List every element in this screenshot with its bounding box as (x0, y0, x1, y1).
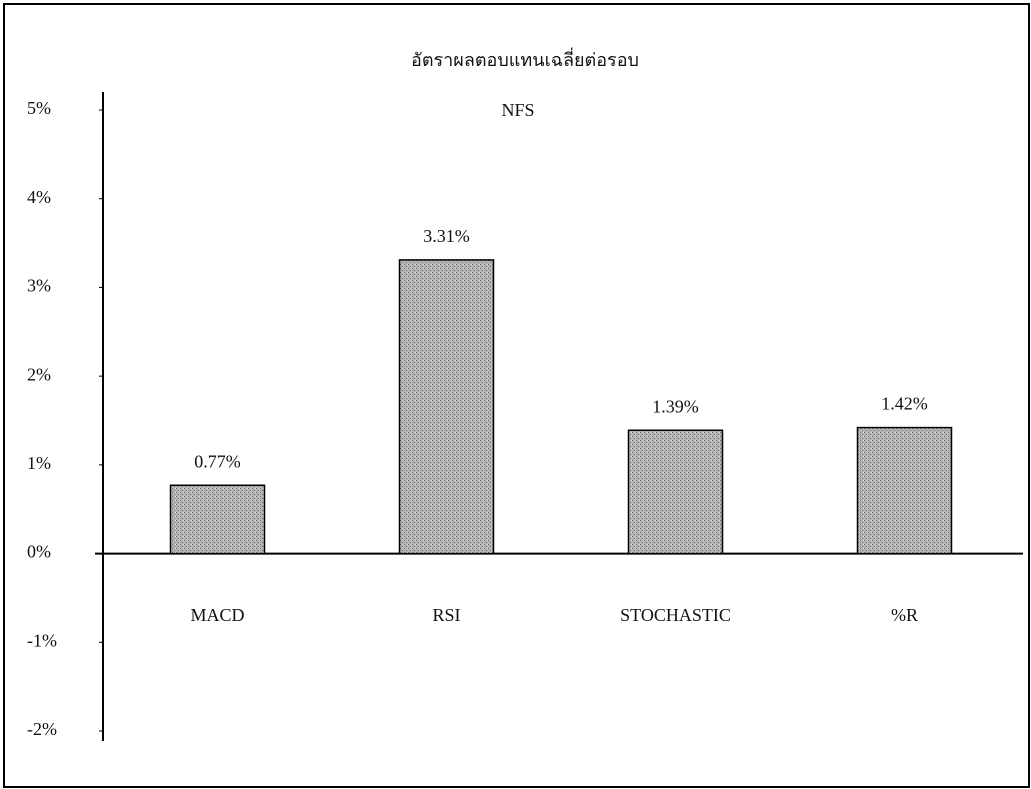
frame (3, 3, 1030, 788)
x-tick-label: STOCHASTIC (620, 605, 731, 625)
bar (627, 429, 724, 555)
y-tick-label: 0% (27, 542, 51, 562)
x-tick-label: MACD (190, 605, 244, 625)
bar (169, 484, 266, 555)
y-tick-label: 4% (27, 187, 51, 207)
value-label: 1.42% (881, 394, 928, 414)
value-label: 0.77% (194, 451, 241, 471)
y-tick-label: 2% (27, 364, 51, 384)
y-tick-label: 1% (27, 453, 51, 473)
y-tick-label: -2% (27, 719, 57, 739)
bar (856, 426, 953, 555)
value-label: 3.31% (423, 226, 470, 246)
bar (398, 259, 495, 555)
value-label: 1.39% (652, 396, 699, 416)
chart-title: อัตราผลตอบแทนเฉลี่ยต่อรอบ (411, 47, 639, 70)
x-tick-label: %R (891, 605, 918, 625)
x-tick-label: RSI (432, 605, 460, 625)
y-tick-label: 5% (27, 98, 51, 118)
chart-subtitle: NFS (501, 100, 534, 120)
y-tick-label: 3% (27, 276, 51, 296)
y-tick-label: -1% (27, 630, 57, 650)
